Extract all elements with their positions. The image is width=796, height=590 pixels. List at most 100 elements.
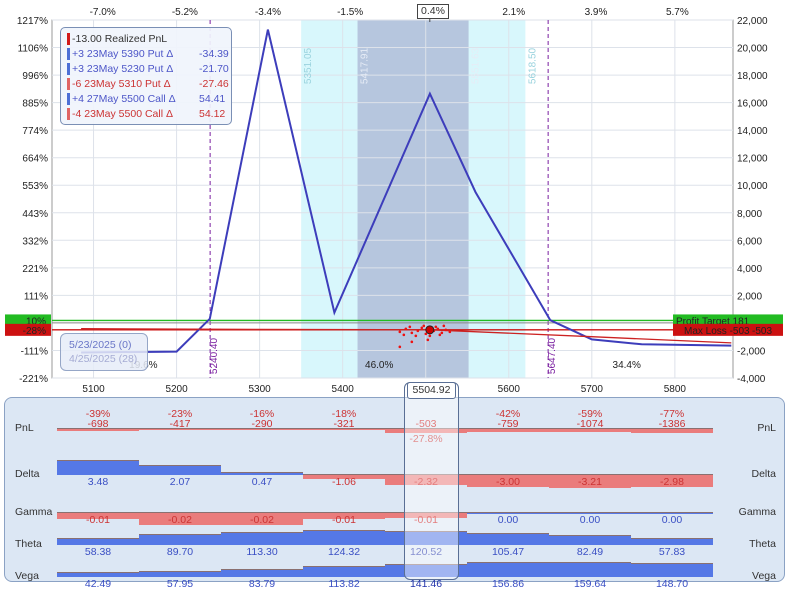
greek-bar (303, 474, 385, 480)
greek-value: -0.02 (250, 514, 274, 526)
x-axis-tick: 5700 (581, 384, 604, 395)
left-axis-tick: -221% (19, 374, 48, 385)
greek-label-theta: Theta (749, 538, 776, 550)
greek-value: 0.00 (497, 514, 519, 526)
band-label: 5618.50 (527, 47, 538, 84)
profit-target-tag (673, 314, 783, 327)
x-axis-tick: 5200 (165, 384, 188, 395)
greek-bar (303, 530, 385, 545)
greek-bar (385, 563, 467, 577)
right-axis-tick: 2,000 (737, 291, 762, 302)
left-axis-tick: 443% (22, 209, 48, 220)
top-axis-tick: 2.1% (502, 7, 525, 18)
left-axis-tick: 1217% (17, 16, 48, 27)
greek-percent: -59% (577, 408, 603, 420)
right-axis-tick: 22,000 (737, 16, 768, 27)
top-axis-tick: -1.5% (337, 7, 363, 18)
greek-value: -3.21 (578, 476, 602, 488)
max-loss-value: -503 (752, 326, 772, 337)
legend-swatch (67, 93, 70, 105)
greek-percent: -16% (249, 408, 275, 420)
left-value-tag-label: -28% (23, 326, 46, 337)
greek-percent: -42% (495, 408, 521, 420)
legend-swatch (67, 63, 70, 75)
greek-percent: -18% (331, 408, 357, 420)
probability-label: 46.0% (365, 360, 393, 371)
left-axis-tick: 553% (22, 181, 48, 192)
scatter-point (408, 325, 412, 329)
greek-bar (631, 562, 713, 577)
greek-bar (631, 537, 713, 545)
greek-bar (221, 472, 303, 475)
greek-bar (549, 428, 631, 433)
legend-delta: 54.41 (199, 93, 226, 105)
greek-bar (549, 562, 631, 577)
band-label: 5351.05 (303, 47, 314, 84)
greek-bar (139, 570, 221, 577)
legend-position: +4 27May 5500 Call Δ (72, 93, 176, 105)
greek-bar (57, 537, 139, 545)
greek-percent: -39% (85, 408, 111, 420)
greek-bar (303, 566, 385, 577)
x-axis-tick: 5400 (332, 384, 355, 395)
greek-value: 57.83 (658, 546, 686, 558)
left-axis-tick: 664% (22, 154, 48, 165)
band-label: 5551.63 (471, 47, 482, 84)
top-axis-tick: 5.7% (666, 7, 689, 18)
greek-value: 148.70 (655, 578, 689, 590)
greek-percent: -27.8% (409, 433, 443, 445)
greek-value: 113.30 (246, 546, 278, 558)
scatter-point (398, 330, 402, 334)
legend-delta: 54.12 (199, 108, 226, 120)
legend-position: -6 23May 5310 Put Δ (72, 78, 171, 90)
scatter-point (428, 334, 432, 338)
legend-swatch (67, 78, 70, 90)
scatter-point (410, 331, 414, 335)
previous-date-label: 4/25/2025 (28) (69, 353, 138, 365)
greek-label-pnl: PnL (757, 422, 776, 434)
date-selector[interactable]: 5/23/2025 (0) 4/25/2025 (28) (60, 333, 148, 371)
greeks-current-price-label: 5504.92 (407, 382, 456, 399)
scatter-point (434, 325, 438, 329)
scatter-point (436, 327, 440, 331)
left-axis-tick: 774% (22, 126, 48, 137)
scatter-point (440, 331, 444, 335)
greek-bar (467, 428, 549, 432)
current-date-label: 5/23/2025 (0) (69, 339, 132, 351)
greek-value: -1.06 (332, 476, 356, 488)
greek-bar (467, 512, 549, 514)
scatter-point (444, 328, 448, 332)
breakeven-label: 5240.40 (209, 337, 220, 374)
right-axis-tick: -4,000 (737, 374, 766, 385)
greek-value: -503 (415, 418, 437, 430)
greek-bar (549, 474, 631, 489)
greek-bar (467, 474, 549, 488)
right-axis-tick: 6,000 (737, 236, 762, 247)
greek-value: 57.95 (166, 578, 194, 590)
greek-percent: -23% (167, 408, 193, 420)
legend-swatch (67, 48, 70, 60)
greek-value: -321 (333, 418, 355, 430)
right-axis-tick: 18,000 (737, 71, 768, 82)
greek-bar (385, 512, 467, 518)
legend-delta: -27.46 (199, 78, 229, 90)
greek-value: -2.32 (414, 476, 438, 488)
greek-bar (385, 530, 467, 545)
top-axis-tick: 3.9% (585, 7, 608, 18)
x-axis-tick: 5100 (82, 384, 105, 395)
greek-value: 0.00 (661, 514, 683, 526)
legend-position: +3 23May 5230 Put Δ (72, 63, 174, 75)
top-axis-tick: -7.0% (90, 7, 116, 18)
greek-bar (57, 428, 139, 431)
greeks-current-price-column (404, 382, 459, 580)
right-axis-tick: 16,000 (737, 99, 768, 110)
greek-value: -1386 (658, 418, 686, 430)
right-axis-tick: 4,000 (737, 264, 762, 275)
greek-value: 120.52 (409, 546, 443, 558)
scatter-point (404, 327, 408, 331)
greek-bar (631, 474, 713, 488)
greek-label-theta: Theta (15, 538, 42, 550)
scatter-point (414, 334, 418, 338)
band-label: 5417.91 (360, 47, 371, 84)
current-price-marker (425, 325, 435, 335)
